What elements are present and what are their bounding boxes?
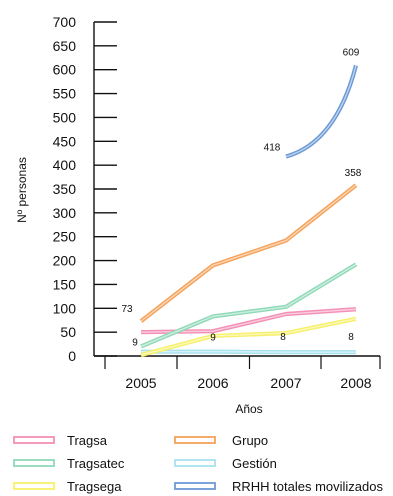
y-tick-label: 300 (53, 205, 77, 221)
y-tick-label: 100 (53, 300, 77, 316)
series-line-highlight (140, 184, 357, 322)
x-ticks: 2005 2006 2007 2008 (104, 356, 381, 391)
y-axis-title: Nº personas (15, 157, 29, 223)
legend-swatch (13, 459, 55, 467)
series-grupo (139, 183, 358, 323)
data-label: 73 (121, 304, 133, 315)
series-line-highlight (285, 65, 357, 158)
series-line-rrhh-totales-movilizados (285, 64, 359, 159)
data-label: 8 (348, 332, 354, 343)
series-line-highlight (140, 318, 357, 356)
legend-label: Tragsatec (67, 456, 125, 471)
legend: Tragsa Grupo Tragsatec Gestión Tragsega RRHH … (13, 433, 383, 494)
x-tick-label: 2006 (197, 375, 228, 391)
legend-swatch (174, 436, 216, 444)
y-tick-label: 550 (53, 86, 77, 102)
data-label: 358 (345, 168, 362, 179)
legend-item-tragsa: Tragsa (13, 433, 108, 448)
data-label: 609 (343, 47, 360, 58)
y-tick-label: 50 (60, 324, 76, 340)
legend-item-grupo: Grupo (174, 433, 268, 448)
y-tick-label: 500 (53, 109, 77, 125)
data-labels: 73 358 418 609 9 9 8 8 (121, 47, 361, 348)
y-tick-label: 400 (53, 157, 77, 173)
legend-swatch (174, 459, 216, 467)
legend-label: Grupo (232, 433, 268, 448)
y-tick-label: 700 (53, 14, 77, 30)
series-line-highlight (140, 263, 357, 348)
legend-item-gestion: Gestión (174, 456, 277, 471)
y-ticks: 0 50 100 150 200 250 300 350 400 450 500 550 600 650 7… (53, 14, 117, 364)
data-label: 9 (210, 333, 216, 344)
y-tick-label: 350 (53, 181, 77, 197)
y-tick-label: 0 (68, 348, 76, 364)
y-tick-label: 150 (53, 276, 77, 292)
y-tick-label: 650 (53, 38, 77, 54)
legend-label: Tragsa (67, 433, 108, 448)
series-tragsatec (140, 262, 358, 349)
data-label: 8 (280, 332, 286, 343)
data-label: 9 (132, 338, 138, 349)
legend-label: Gestión (232, 456, 277, 471)
x-axis-title: Años (235, 402, 262, 416)
legend-swatch (13, 436, 55, 444)
legend-swatch (13, 482, 55, 490)
y-tick-label: 450 (53, 133, 77, 149)
x-tick-label: 2008 (340, 375, 371, 391)
legend-label: RRHH totales movilizados (232, 479, 383, 494)
y-tick-label: 600 (53, 62, 77, 78)
series-tragsega (140, 316, 357, 358)
y-tick-label: 250 (53, 229, 77, 245)
x-tick-label: 2005 (125, 375, 156, 391)
legend-label: Tragsega (67, 479, 122, 494)
legend-item-tragsatec: Tragsatec (13, 456, 125, 471)
x-tick-label: 2007 (270, 375, 301, 391)
legend-item-tragsega: Tragsega (13, 479, 122, 494)
legend-swatch (174, 482, 216, 490)
series-rrhh-totales-movilizados (285, 64, 359, 159)
axes (93, 22, 380, 357)
data-label: 418 (264, 143, 281, 154)
y-tick-label: 200 (53, 253, 77, 269)
legend-item-rrhh-totales-movilizados: RRHH totales movilizados (174, 479, 383, 494)
series-lines (139, 64, 359, 358)
